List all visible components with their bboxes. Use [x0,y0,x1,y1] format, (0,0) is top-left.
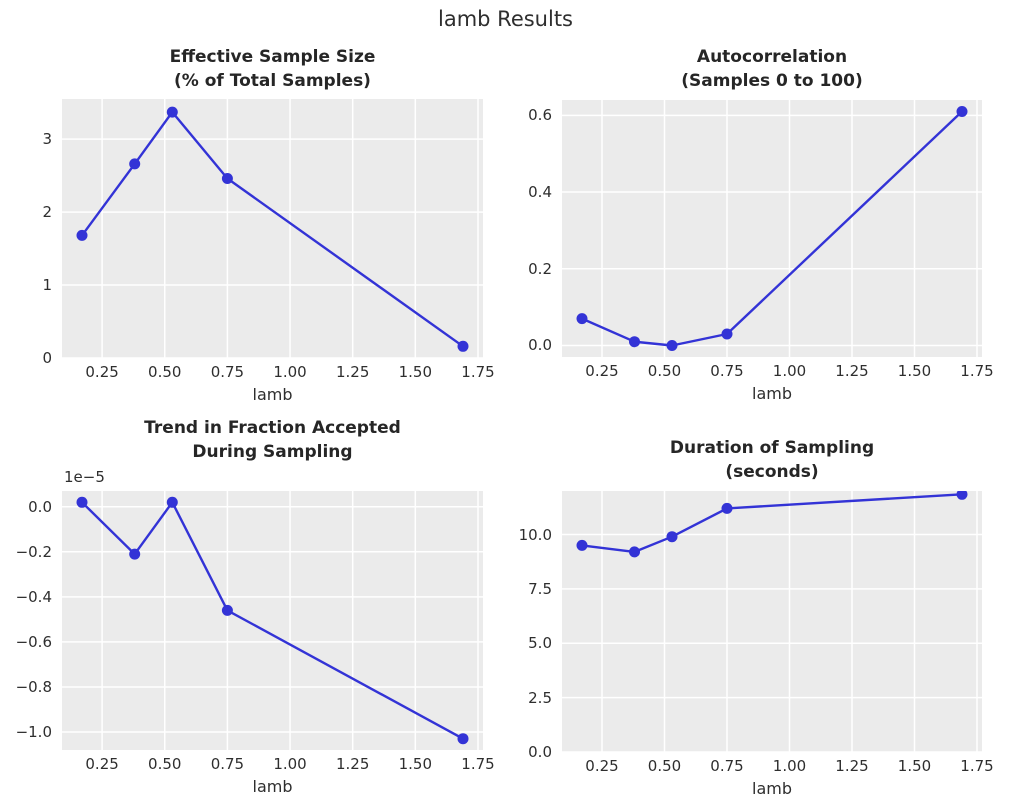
x-tick-label: 1.00 [772,362,807,380]
subplot-title-trend-fraction-accepted: Trend in Fraction Accepted During Sampli… [62,416,483,464]
figure-suptitle: lamb Results [438,7,573,31]
x-tick-label: 1.25 [335,755,370,773]
data-point-marker [457,340,469,352]
x-tick-label: 1.75 [461,363,495,381]
x-tick-label: 0.50 [148,755,182,773]
x-axis-label: lamb [752,779,792,798]
data-point-marker [76,496,88,508]
y-tick-label: 2.5 [528,688,552,707]
subplot-title-autocorrelation: Autocorrelation (Samples 0 to 100) [562,45,982,93]
y-tick-label: 0.4 [528,183,552,202]
y-tick-label: 7.5 [528,579,552,598]
data-point-marker [166,106,178,118]
plot-background [62,99,483,358]
data-point-marker [166,496,178,508]
data-point-marker [129,548,141,560]
y-tick-label: −0.4 [15,587,52,606]
x-tick-label: 1.50 [897,757,932,775]
x-tick-label: 0.75 [210,363,245,381]
trend-fraction-accepted-plot-area [62,491,483,750]
x-tick-label: 1.50 [398,755,433,773]
x-axis-label: lamb [252,777,293,796]
x-tick-label: 1.25 [335,363,370,381]
data-point-marker [576,539,588,551]
x-tick-label: 0.75 [710,757,744,775]
x-tick-label: 0.25 [585,362,619,380]
data-point-marker [576,313,588,325]
subplot-title-line: Effective Sample Size [169,47,376,67]
subplot-title-line: Duration of Sampling [669,438,875,458]
x-tick-label: 0.25 [85,755,119,773]
y-tick-label: 10.0 [518,525,552,544]
y-tick-label: 5.0 [528,634,552,653]
y-tick-label: 0 [42,349,52,367]
y-tick-label: 1 [42,276,52,295]
x-tick-label: 1.00 [273,755,307,773]
subplot-title-effective-sample-size: Effective Sample Size (% of Total Sample… [62,45,483,93]
x-tick-label: 1.75 [960,757,994,775]
y-tick-label: 3 [42,130,52,149]
y-tick-label: 0.6 [528,106,552,125]
x-tick-label: 1.00 [772,757,807,775]
subplot-title-line: During Sampling [192,442,353,462]
y-tick-label: 2 [42,203,52,222]
y-tick-label: −0.2 [15,542,52,561]
x-tick-label: 0.25 [585,757,619,775]
data-point-marker [666,340,678,351]
y-tick-label: 0.0 [28,497,52,516]
x-tick-label: 1.25 [835,362,869,380]
x-tick-label: 0.25 [85,363,119,381]
x-tick-label: 1.50 [398,363,433,381]
data-point-marker [629,546,640,558]
duration-of-sampling-plot-area [562,491,982,752]
subplot-title-line: (% of Total Samples) [174,71,371,91]
data-point-marker [956,491,968,500]
plot-background [62,491,483,750]
x-tick-label: 0.50 [647,362,682,380]
x-axis-label: lamb [252,385,293,404]
data-point-marker [666,531,678,543]
y-tick-label: 0.2 [528,259,552,278]
y-tick-label: −0.6 [15,632,52,651]
x-axis-label: lamb [752,384,792,403]
y-tick-label: −0.8 [15,677,52,696]
data-point-marker [76,229,88,241]
y-tick-label: 0.0 [528,336,552,355]
data-point-marker [956,106,968,117]
x-tick-label: 0.50 [647,757,682,775]
subplot-title-line: Autocorrelation [696,47,848,67]
y-tick-label: −1.0 [15,722,52,741]
subplot-title-line: (Samples 0 to 100) [681,71,863,91]
data-point-marker [221,173,233,184]
y-tick-label: 0.0 [528,743,552,761]
x-tick-label: 1.75 [461,755,495,773]
x-tick-label: 1.25 [835,757,869,775]
y-axis-offset-label: 1e−5 [64,468,105,486]
x-tick-label: 1.50 [897,362,932,380]
subplot-title-line: (seconds) [725,462,819,482]
plot-background [562,491,982,752]
data-point-marker [221,604,233,616]
x-tick-label: 1.00 [273,363,307,381]
data-point-marker [629,336,640,348]
data-point-marker [721,502,733,514]
subplot-title-duration-of-sampling: Duration of Sampling (seconds) [562,436,982,484]
x-tick-label: 0.75 [210,755,245,773]
data-point-marker [721,328,733,340]
subplot-title-line: Trend in Fraction Accepted [144,418,401,438]
autocorrelation-plot-area [562,100,982,357]
effective-sample-size-plot-area [62,99,483,358]
plot-background [562,100,982,357]
x-tick-label: 1.75 [960,362,994,380]
x-tick-label: 0.50 [148,363,182,381]
data-point-marker [129,158,141,170]
x-tick-label: 0.75 [710,362,744,380]
data-point-marker [457,733,469,745]
